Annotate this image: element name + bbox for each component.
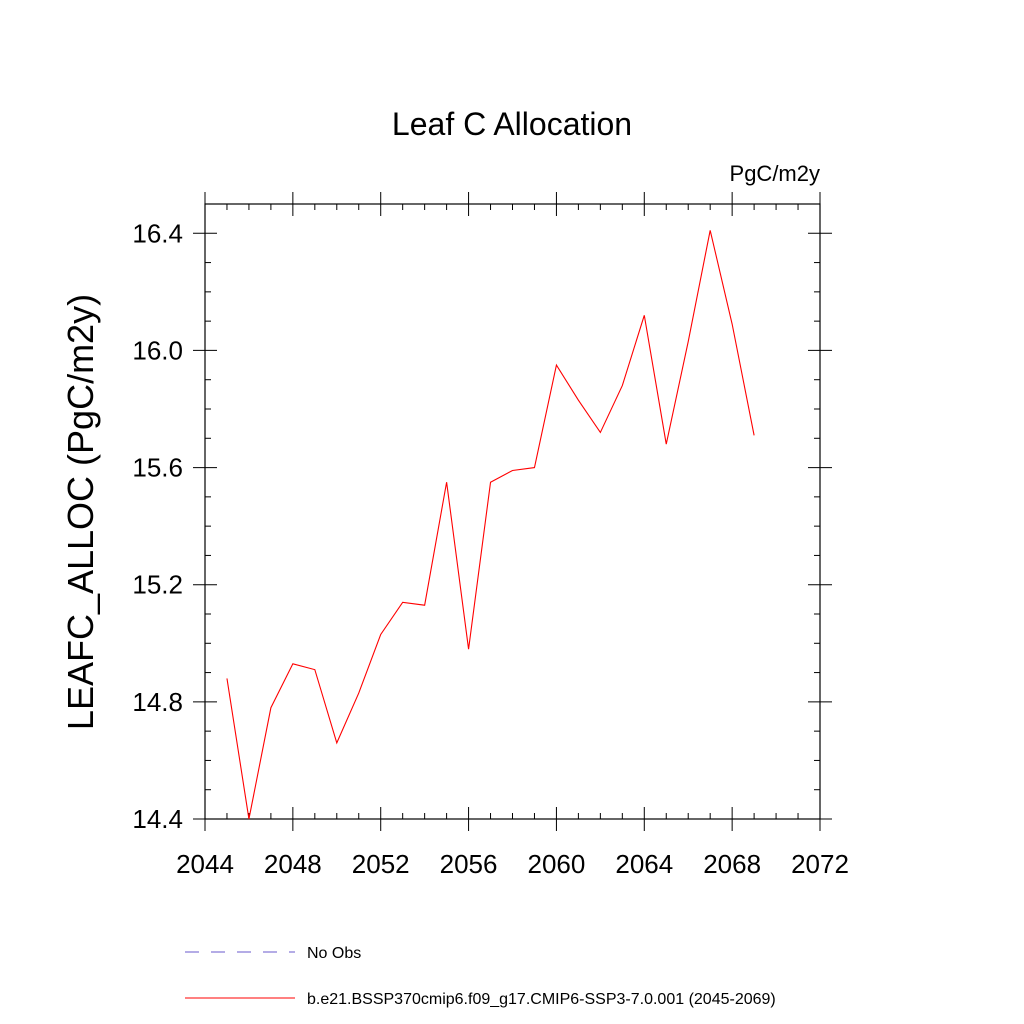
- x-tick-label: 2072: [791, 849, 849, 879]
- legend: No Obs b.e21.BSSP370cmip6.f09_g17.CMIP6-…: [185, 945, 776, 1008]
- x-tick-label: 2060: [528, 849, 586, 879]
- x-tick-label: 2068: [703, 849, 761, 879]
- y-tick-label: 15.2: [132, 570, 183, 600]
- y-tick-label: 16.4: [132, 218, 183, 248]
- y-axis-label: LEAFC_ALLOC (PgC/m2y): [60, 294, 101, 730]
- x-tick-labels: 2044 2048 2052 2056 2060 2064 2068 2072: [176, 849, 849, 879]
- y-tick-labels: 14.4 14.8 15.2 15.6 16.0 16.4: [132, 218, 183, 834]
- y-tick-label: 15.6: [132, 453, 183, 483]
- x-tick-label: 2044: [176, 849, 234, 879]
- units-label: PgC/m2y: [730, 161, 820, 186]
- plot-frame: [204, 203, 821, 820]
- x-tick-label: 2048: [264, 849, 322, 879]
- x-tick-label: 2056: [440, 849, 498, 879]
- x-tick-label: 2064: [615, 849, 673, 879]
- data-series: [226, 230, 755, 820]
- x-tick-label: 2052: [352, 849, 410, 879]
- chart-title: Leaf C Allocation: [392, 106, 632, 142]
- legend-label-model-run: b.e21.BSSP370cmip6.f09_g17.CMIP6-SSP3-7.…: [307, 991, 776, 1008]
- y-tick-label: 14.8: [132, 687, 183, 717]
- legend-label-no-obs: No Obs: [307, 945, 361, 962]
- y-tick-label: 16.0: [132, 335, 183, 365]
- series-line: [226, 230, 755, 820]
- y-tick-label: 14.4: [132, 804, 183, 834]
- axis-ticks: [193, 192, 832, 831]
